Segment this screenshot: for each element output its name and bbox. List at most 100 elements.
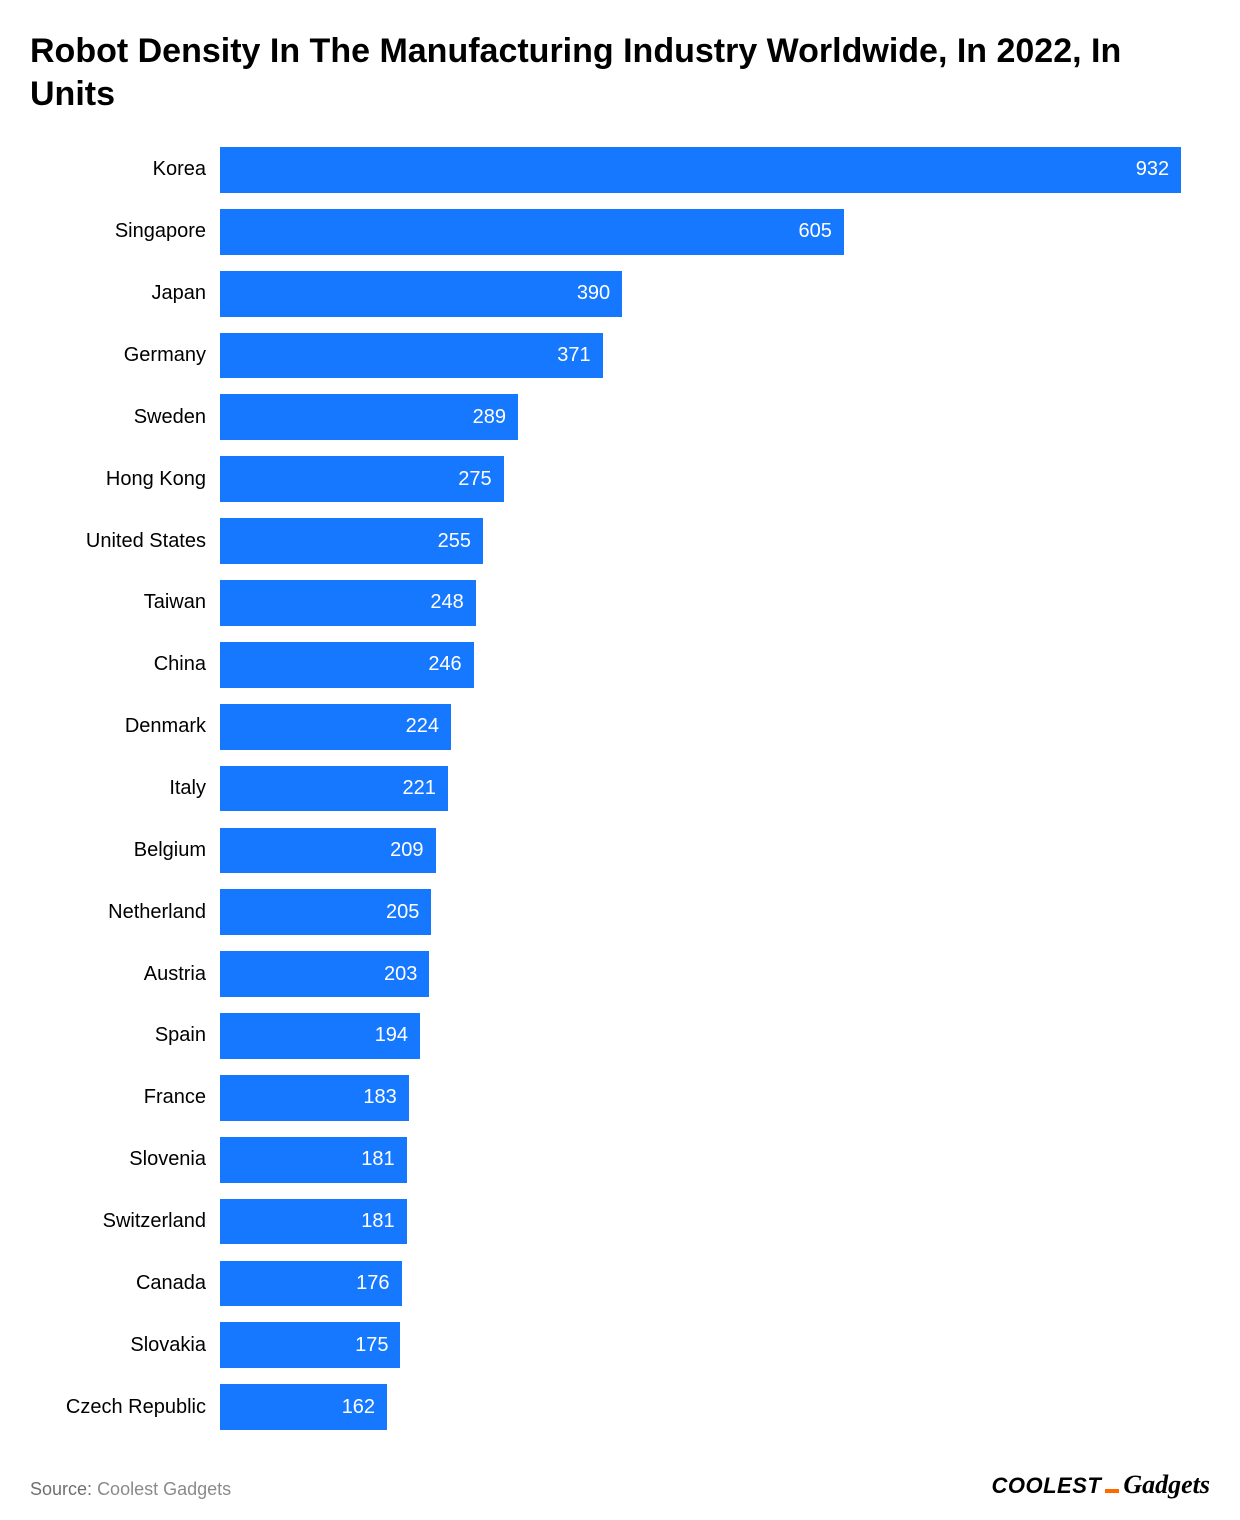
source-label: Source:	[30, 1479, 92, 1499]
bar-value-label: 255	[438, 530, 471, 553]
source-line: Source: Coolest Gadgets	[30, 1479, 231, 1500]
bar-category-label: Denmark	[30, 715, 220, 738]
bar-value-label: 183	[363, 1086, 396, 1109]
bar-row: Austria203	[30, 943, 1210, 1005]
source-name: Coolest Gadgets	[97, 1479, 231, 1499]
bar-row: Korea932	[30, 139, 1210, 201]
bar-row: Canada 176	[30, 1252, 1210, 1314]
bar-value-label: 248	[430, 591, 463, 614]
bar-category-label: Switzerland	[30, 1210, 220, 1233]
brand-logo: COOLEST Gadgets	[991, 1470, 1210, 1500]
bar-value-label: 162	[342, 1396, 375, 1419]
bar-value-label: 205	[386, 901, 419, 924]
bar: 224	[220, 704, 451, 750]
bar-track: 176	[220, 1252, 1210, 1314]
bar: 390	[220, 271, 622, 317]
bar-category-label: Slovakia	[30, 1334, 220, 1357]
bar: 605	[220, 209, 844, 255]
bar-row: Netherland 205	[30, 881, 1210, 943]
brand-text-gadgets: Gadgets	[1123, 1470, 1210, 1500]
bar: 248	[220, 580, 476, 626]
bar: 181	[220, 1137, 407, 1183]
bar-category-label: Hong Kong	[30, 468, 220, 491]
bar-track: 203	[220, 943, 1210, 1005]
bar-row: United States 255	[30, 510, 1210, 572]
bar-value-label: 289	[473, 406, 506, 429]
bar-category-label: Singapore	[30, 220, 220, 243]
bar-row: Italy 221	[30, 758, 1210, 820]
bar-value-label: 176	[356, 1272, 389, 1295]
bar: 194	[220, 1013, 420, 1059]
bar-row: Belgium 209	[30, 819, 1210, 881]
bar-category-label: Netherland	[30, 901, 220, 924]
bar: 255	[220, 518, 483, 564]
bar-category-label: Austria	[30, 963, 220, 986]
bar-value-label: 246	[428, 653, 461, 676]
bar-category-label: Korea	[30, 158, 220, 181]
bar: 371	[220, 333, 603, 379]
bar-track: 183	[220, 1067, 1210, 1129]
bar: 176	[220, 1261, 402, 1307]
bar-category-label: France	[30, 1086, 220, 1109]
bar-category-label: Czech Republic	[30, 1396, 220, 1419]
bar-category-label: Japan	[30, 282, 220, 305]
bar-track: 224	[220, 696, 1210, 758]
bar-track: 255	[220, 510, 1210, 572]
bar-value-label: 605	[799, 220, 832, 243]
bar-value-label: 371	[557, 344, 590, 367]
brand-dash-icon	[1105, 1489, 1119, 1493]
bar-category-label: Germany	[30, 344, 220, 367]
bar-value-label: 181	[361, 1210, 394, 1233]
bar-category-label: United States	[30, 530, 220, 553]
bar-value-label: 221	[403, 777, 436, 800]
bar-row: Singapore 605	[30, 201, 1210, 263]
bar-value-label: 224	[406, 715, 439, 738]
bar: 289	[220, 394, 518, 440]
brand-text-coolest: COOLEST	[991, 1473, 1101, 1499]
bar-track: 246	[220, 634, 1210, 696]
bar-row: Slovakia 175	[30, 1314, 1210, 1376]
bar: 175	[220, 1322, 400, 1368]
bar-track: 390	[220, 263, 1210, 325]
bar: 183	[220, 1075, 409, 1121]
bar-track: 175	[220, 1314, 1210, 1376]
bar: 209	[220, 828, 436, 874]
bar-category-label: Sweden	[30, 406, 220, 429]
bar-row: Denmark 224	[30, 696, 1210, 758]
bar-row: China246	[30, 634, 1210, 696]
bar-row: Switzerland 181	[30, 1191, 1210, 1253]
bar-track: 209	[220, 819, 1210, 881]
bar-category-label: Spain	[30, 1024, 220, 1047]
bar: 203	[220, 951, 429, 997]
bar: 275	[220, 456, 504, 502]
bar-value-label: 181	[361, 1148, 394, 1171]
bar: 162	[220, 1384, 387, 1430]
bar-row: Spain194	[30, 1005, 1210, 1067]
bar-category-label: Canada	[30, 1272, 220, 1295]
bar-category-label: Slovenia	[30, 1148, 220, 1171]
bar-track: 181	[220, 1129, 1210, 1191]
bar-row: Slovenia 181	[30, 1129, 1210, 1191]
bar-row: Sweden 289	[30, 386, 1210, 448]
bar-track: 221	[220, 758, 1210, 820]
bar-category-label: Italy	[30, 777, 220, 800]
bar-category-label: Belgium	[30, 839, 220, 862]
bar-row: France 183	[30, 1067, 1210, 1129]
bar-track: 289	[220, 386, 1210, 448]
bar-track: 181	[220, 1191, 1210, 1253]
bar-track: 162	[220, 1376, 1210, 1438]
bar-row: Japan 390	[30, 263, 1210, 325]
bar: 246	[220, 642, 474, 688]
bar-row: Hong Kong275	[30, 448, 1210, 510]
bar: 205	[220, 889, 431, 935]
bar: 221	[220, 766, 448, 812]
bar-track: 932	[220, 139, 1210, 201]
bar-value-label: 390	[577, 282, 610, 305]
bar-value-label: 209	[390, 839, 423, 862]
bar-track: 605	[220, 201, 1210, 263]
bar-track: 371	[220, 325, 1210, 387]
bar-value-label: 175	[355, 1334, 388, 1357]
bar-track: 205	[220, 881, 1210, 943]
bar-track: 275	[220, 448, 1210, 510]
bar-row: Germany 371	[30, 325, 1210, 387]
